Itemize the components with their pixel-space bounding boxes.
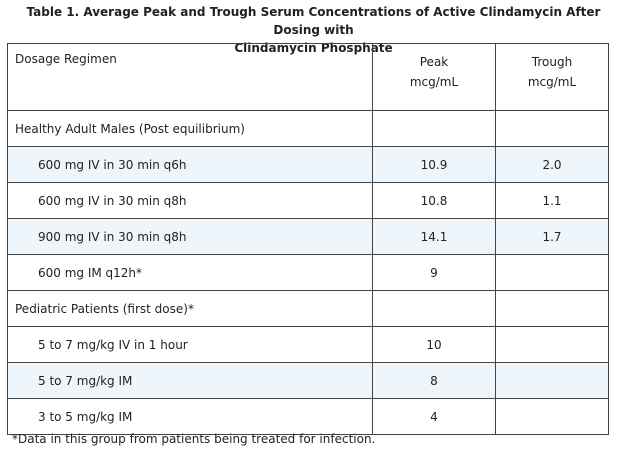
trough-cell (495, 398, 609, 435)
trough-cell: 1.7 (495, 218, 609, 255)
group-row-pediatric-patients: Pediatric Patients (first dose)* (7, 290, 609, 327)
table-footnote: *Data in this group from patients being … (12, 432, 376, 446)
peak-cell: 8 (372, 362, 496, 399)
peak-cell: 10 (372, 326, 496, 363)
regimen-cell: 900 mg IV in 30 min q8h (7, 218, 373, 255)
peak-cell: 10.8 (372, 182, 496, 219)
table-row: 600 mg IV in 30 min q6h 10.9 2.0 (7, 146, 609, 183)
header-peak: Peak mcg/mL (372, 43, 496, 111)
table-header-row: Dosage Regimen Peak mcg/mL Trough mcg/mL (7, 43, 609, 111)
table-row: 600 mg IV in 30 min q8h 10.8 1.1 (7, 182, 609, 219)
trough-cell (495, 362, 609, 399)
group-label: Healthy Adult Males (Post equilibrium) (7, 110, 373, 147)
trough-cell (495, 326, 609, 363)
header-dosage-regimen: Dosage Regimen (7, 43, 373, 111)
regimen-cell: 600 mg IV in 30 min q6h (7, 146, 373, 183)
group-empty-cell (495, 110, 609, 147)
regimen-cell: 600 mg IV in 30 min q8h (7, 182, 373, 219)
group-label: Pediatric Patients (first dose)* (7, 290, 373, 327)
peak-cell: 9 (372, 254, 496, 291)
group-empty-cell (372, 290, 496, 327)
table-row: 3 to 5 mg/kg IM 4 (7, 398, 609, 435)
regimen-cell: 600 mg IM q12h* (7, 254, 373, 291)
regimen-cell: 3 to 5 mg/kg IM (7, 398, 373, 435)
header-peak-unit: mcg/mL (409, 75, 459, 89)
group-empty-cell (495, 290, 609, 327)
trough-cell: 1.1 (495, 182, 609, 219)
table-row: 5 to 7 mg/kg IV in 1 hour 10 (7, 326, 609, 363)
concentration-table: Dosage Regimen Peak mcg/mL Trough mcg/mL… (7, 43, 609, 435)
table-row: 600 mg IM q12h* 9 (7, 254, 609, 291)
regimen-cell: 5 to 7 mg/kg IM (7, 362, 373, 399)
group-row-healthy-adult-males: Healthy Adult Males (Post equilibrium) (7, 110, 609, 147)
header-peak-label: Peak (419, 55, 449, 69)
table-row: 900 mg IV in 30 min q8h 14.1 1.7 (7, 218, 609, 255)
header-trough-label: Trough (531, 55, 573, 69)
caption-line-1: Table 1. Average Peak and Trough Serum C… (26, 5, 601, 37)
table-row: 5 to 7 mg/kg IM 8 (7, 362, 609, 399)
trough-cell (495, 254, 609, 291)
header-trough-unit: mcg/mL (527, 75, 577, 89)
peak-cell: 4 (372, 398, 496, 435)
header-trough: Trough mcg/mL (495, 43, 609, 111)
group-empty-cell (372, 110, 496, 147)
regimen-cell: 5 to 7 mg/kg IV in 1 hour (7, 326, 373, 363)
peak-cell: 10.9 (372, 146, 496, 183)
peak-cell: 14.1 (372, 218, 496, 255)
trough-cell: 2.0 (495, 146, 609, 183)
